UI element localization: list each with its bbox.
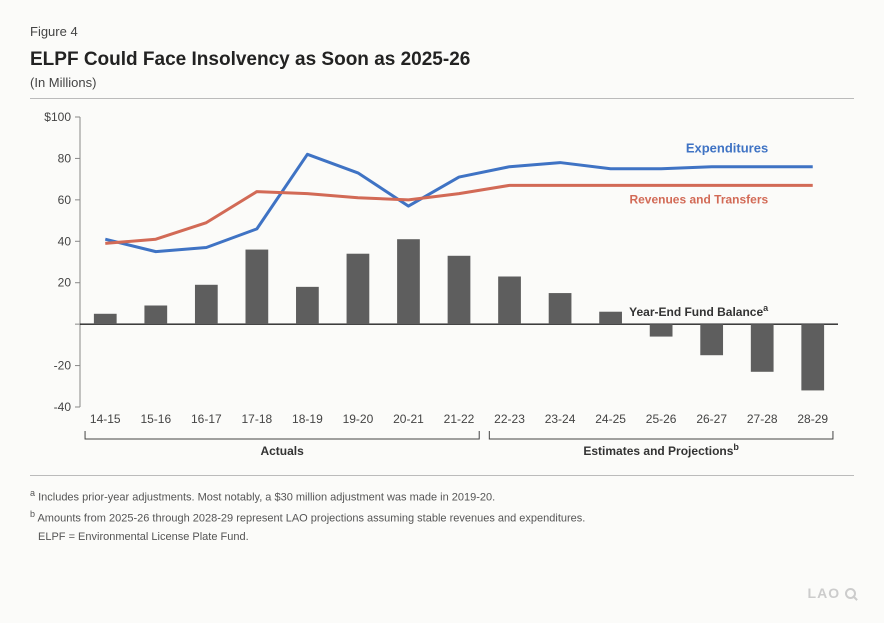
chart-svg: -40 -20 20 40 60 80 $100 14-15 15-16 16-17 17-18 18… [30, 109, 850, 469]
svg-text:25-26: 25-26 [646, 412, 677, 426]
svg-text:19-20: 19-20 [343, 412, 374, 426]
svg-text:28-29: 28-29 [797, 412, 828, 426]
footnote-a: Includes prior-year adjustments. Most no… [38, 492, 495, 504]
svg-text:$100: $100 [44, 110, 71, 124]
chart-subtitle: (In Millions) [30, 75, 854, 90]
svg-text:16-17: 16-17 [191, 412, 222, 426]
svg-text:14-15: 14-15 [90, 412, 121, 426]
watermark: LAO [808, 585, 856, 601]
svg-text:20: 20 [58, 276, 72, 290]
figure-label: Figure 4 [30, 24, 854, 39]
svg-text:60: 60 [58, 193, 72, 207]
svg-text:Year-End Fund Balancea: Year-End Fund Balancea [629, 303, 769, 319]
svg-text:80: 80 [58, 151, 72, 165]
svg-text:40: 40 [58, 234, 72, 248]
svg-text:23-24: 23-24 [545, 412, 576, 426]
svg-text:21-22: 21-22 [444, 412, 475, 426]
footnotes: a Includes prior-year adjustments. Most … [30, 486, 854, 546]
chart-area: -40 -20 20 40 60 80 $100 14-15 15-16 16-17 17-18 18… [30, 109, 850, 469]
svg-text:26-27: 26-27 [696, 412, 727, 426]
svg-text:-20: -20 [54, 359, 72, 373]
footnote-b: Amounts from 2025-26 through 2028-29 rep… [37, 513, 585, 525]
divider-top [30, 98, 854, 99]
svg-text:15-16: 15-16 [140, 412, 171, 426]
svg-text:20-21: 20-21 [393, 412, 424, 426]
svg-text:27-28: 27-28 [747, 412, 778, 426]
divider-bottom [30, 475, 854, 476]
magnifier-icon [845, 588, 856, 599]
svg-text:Estimates and Projectionsb: Estimates and Projectionsb [583, 442, 739, 458]
svg-text:22-23: 22-23 [494, 412, 525, 426]
svg-text:Revenues and Transfers: Revenues and Transfers [629, 192, 768, 206]
svg-text:24-25: 24-25 [595, 412, 626, 426]
svg-text:17-18: 17-18 [242, 412, 273, 426]
footnote-elpf: ELPF = Environmental License Plate Fund. [38, 531, 249, 543]
svg-text:Actuals: Actuals [260, 444, 304, 458]
svg-text:Expenditures: Expenditures [686, 141, 768, 156]
chart-title: ELPF Could Face Insolvency as Soon as 20… [30, 49, 854, 71]
svg-text:18-19: 18-19 [292, 412, 323, 426]
svg-text:-40: -40 [54, 400, 72, 414]
